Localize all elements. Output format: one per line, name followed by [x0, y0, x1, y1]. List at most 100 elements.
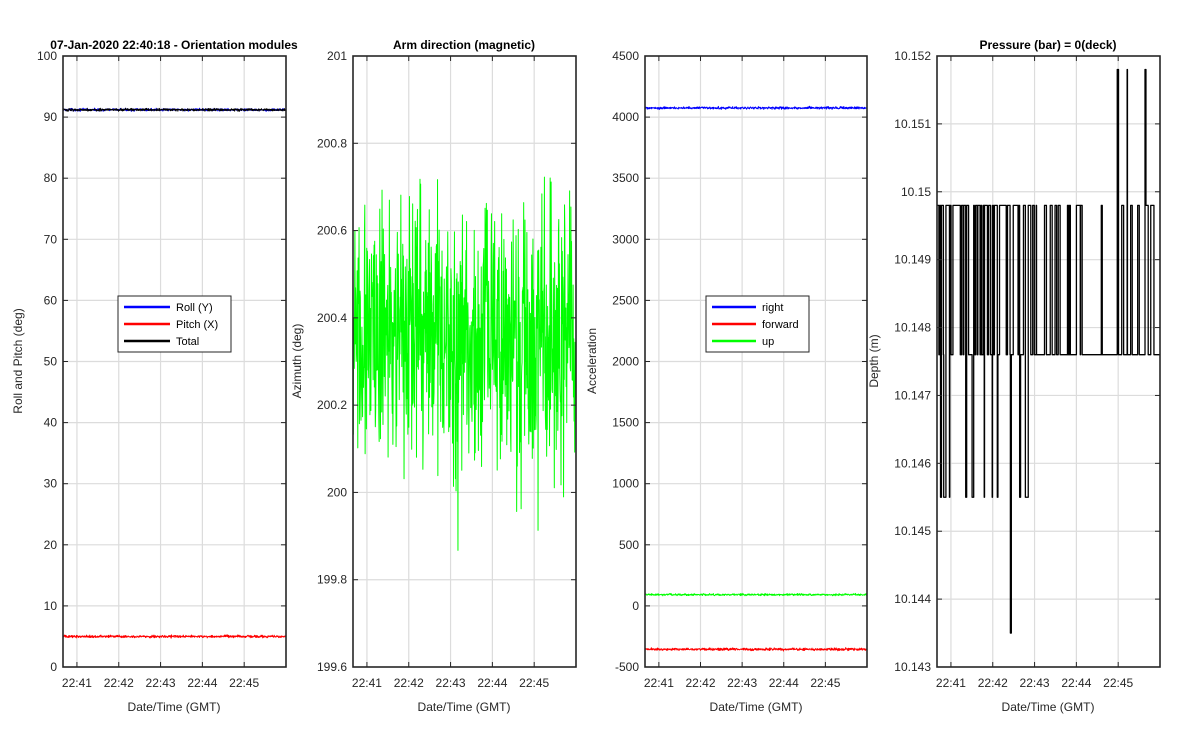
- y-tick-label: 10.144: [894, 592, 931, 606]
- y-tick-label: 10.145: [894, 524, 931, 538]
- y-tick-label: 10.151: [894, 117, 931, 131]
- x-tick-label: 22:44: [187, 676, 217, 690]
- x-tick-label: 22:43: [727, 676, 757, 690]
- y-tick-label: 50: [44, 355, 58, 369]
- series-line-pitch-x: [63, 634, 286, 639]
- y-tick-label: 200.8: [317, 136, 347, 150]
- y-tick-label: 0: [50, 660, 57, 674]
- y-tick-label: 20: [44, 538, 58, 552]
- series-group: [353, 176, 576, 551]
- series-group: [645, 105, 867, 652]
- chart-orientation: 0 10 20 30 40 50 60 70 80 90 100 22:41 22:42 22:43 22…: [11, 38, 298, 714]
- y-tick-label: 10.149: [894, 253, 931, 267]
- y-tick-label: 10.143: [894, 660, 931, 674]
- y-tick-label: 1500: [612, 416, 639, 430]
- series-line-right: [645, 105, 867, 110]
- y-tick-label: 30: [44, 477, 58, 491]
- y-tick-labels: 199.6 199.8 200 200.2 200.4 200.6 200.8 201: [317, 49, 576, 674]
- y-tick-label: 200.2: [317, 398, 347, 412]
- x-axis-label: Date/Time (GMT): [128, 700, 221, 714]
- y-tick-labels: 0 10 20 30 40 50 60 70 80 90 100: [37, 49, 286, 674]
- axes-box: [352, 55, 577, 668]
- y-tick-label: 60: [44, 293, 58, 307]
- x-tick-label: 22:44: [477, 676, 507, 690]
- legend: right forward up: [705, 295, 810, 353]
- series-line-total: [63, 107, 286, 112]
- x-tick-label: 22:43: [436, 676, 466, 690]
- series-group: [63, 107, 286, 639]
- y-axis-label: Azimuth (deg): [290, 324, 304, 399]
- y-tick-labels: -500 0 500 1000 1500 2000 2500 3000 3500 4000 4500: [612, 49, 867, 674]
- y-tick-label: 10.146: [894, 456, 931, 470]
- x-tick-label: 22:42: [394, 676, 424, 690]
- series-line-forward: [645, 647, 867, 652]
- chart-acceleration: -500 0 500 1000 1500 2000 2500 3000 3500 4000 4500…: [585, 49, 868, 714]
- y-tick-label: 4500: [612, 49, 639, 63]
- y-tick-label: 3000: [612, 232, 639, 246]
- y-tick-label: 100: [37, 49, 57, 63]
- chart-pressure: 10.143 10.144 10.145 10.146 10.147 10.148 10.1…: [867, 38, 1161, 714]
- y-tick-labels: 10.143 10.144 10.145 10.146 10.147 10.148 10.1…: [894, 49, 1160, 674]
- y-tick-label: 70: [44, 232, 58, 246]
- x-tick-labels: 22:41 22:42 22:43 22:44 22:45: [62, 56, 260, 690]
- y-tick-label: 0: [632, 599, 639, 613]
- chart-title: 07-Jan-2020 22:40:18 - Orientation modul…: [50, 38, 298, 52]
- y-tick-label: 201: [327, 49, 347, 63]
- x-tick-label: 22:42: [104, 676, 134, 690]
- y-axis-label: Depth (m): [867, 334, 881, 387]
- y-tick-label: 10.147: [894, 388, 931, 402]
- x-tick-labels: 22:41 22:42 22:43 22:44 22:45: [644, 56, 841, 690]
- y-tick-label: 500: [619, 538, 639, 552]
- x-tick-label: 22:41: [644, 676, 674, 690]
- x-axis-label: Date/Time (GMT): [710, 700, 803, 714]
- x-tick-label: 22:41: [352, 676, 382, 690]
- y-tick-label: 40: [44, 416, 58, 430]
- y-tick-label: 200.6: [317, 224, 347, 238]
- series-line-up: [645, 592, 867, 597]
- y-tick-label: 80: [44, 171, 58, 185]
- y-tick-label: 10: [44, 599, 58, 613]
- x-tick-label: 22:42: [685, 676, 715, 690]
- legend-entry-right: right: [762, 302, 783, 314]
- y-tick-label: 90: [44, 110, 58, 124]
- x-tick-labels: 22:41 22:42 22:43 22:44 22:45: [936, 56, 1134, 690]
- y-tick-label: 199.6: [317, 660, 347, 674]
- x-tick-label: 22:43: [1020, 676, 1050, 690]
- series-line-data: [353, 176, 576, 551]
- y-axis-label: Roll and Pitch (deg): [11, 308, 25, 413]
- y-tick-label: 4000: [612, 110, 639, 124]
- x-tick-label: 22:41: [936, 676, 966, 690]
- y-tick-label: 10.15: [901, 185, 931, 199]
- y-tick-label: 2500: [612, 293, 639, 307]
- legend-entry-pitch: Pitch (X): [176, 319, 218, 331]
- chart-arm-direction: 199.6 199.8 200 200.2 200.4 200.6 200.8 201 22:…: [290, 38, 577, 714]
- chart-title: Pressure (bar) = 0(deck): [979, 38, 1116, 52]
- x-tick-label: 22:43: [146, 676, 176, 690]
- x-tick-label: 22:44: [769, 676, 799, 690]
- x-tick-label: 22:42: [978, 676, 1008, 690]
- y-tick-label: 10.152: [894, 49, 931, 63]
- x-axis-label: Date/Time (GMT): [1002, 700, 1095, 714]
- grid-lines: [63, 56, 286, 667]
- y-tick-label: 2000: [612, 355, 639, 369]
- axes-box: [936, 55, 1161, 668]
- y-tick-label: 1000: [612, 477, 639, 491]
- grid-lines: [645, 56, 867, 667]
- x-tick-label: 22:41: [62, 676, 92, 690]
- legend-entry-forward: forward: [762, 319, 799, 331]
- x-tick-label: 22:45: [519, 676, 549, 690]
- series-group: [937, 68, 1160, 634]
- y-tick-label: 199.8: [317, 573, 347, 587]
- x-tick-labels: 22:41 22:42 22:43 22:44 22:45: [352, 56, 550, 690]
- x-tick-label: 22:44: [1061, 676, 1091, 690]
- x-axis-label: Date/Time (GMT): [418, 700, 511, 714]
- chart-title: Arm direction (magnetic): [393, 38, 535, 52]
- legend-entry-total: Total: [176, 336, 199, 348]
- y-tick-label: 3500: [612, 171, 639, 185]
- y-axis-label: Acceleration: [585, 328, 599, 394]
- x-tick-label: 22:45: [810, 676, 840, 690]
- legend-entry-up: up: [762, 336, 774, 348]
- y-tick-label: 10.148: [894, 321, 931, 335]
- series-line-data: [937, 68, 1160, 634]
